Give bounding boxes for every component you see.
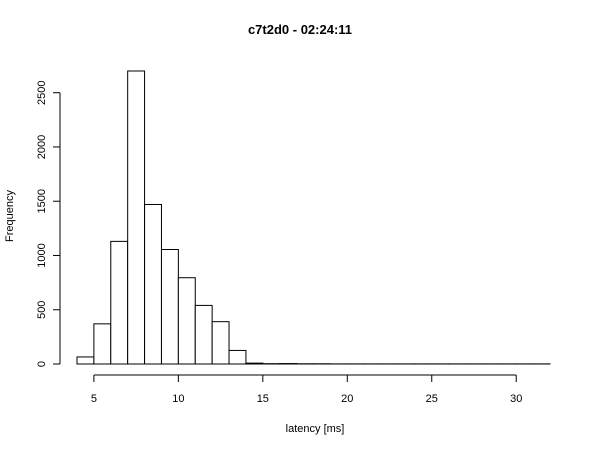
- x-tick-label: 5: [91, 393, 97, 405]
- x-tick-label: 10: [172, 393, 184, 405]
- histogram-bar: [76, 356, 95, 365]
- histogram-bar: [177, 277, 196, 365]
- x-tick-label: 25: [426, 393, 438, 405]
- x-axis-label: latency [ms]: [285, 423, 345, 435]
- histogram-bar: [194, 304, 213, 365]
- y-tick-label: 500: [36, 301, 48, 319]
- histogram-bar: [127, 70, 146, 365]
- chart-title: c7t2d0 - 02:24:11: [247, 22, 353, 37]
- histogram-bar: [144, 203, 162, 365]
- y-tick-label: 2000: [36, 135, 48, 159]
- histogram-bar: [110, 240, 129, 365]
- y-tick-label: 1500: [36, 189, 48, 213]
- histogram-bar: [228, 349, 247, 365]
- x-tick-label: 15: [257, 393, 269, 405]
- x-tick-label: 20: [341, 393, 353, 405]
- y-tick-label: 1000: [36, 243, 48, 267]
- x-tick-label: 30: [510, 393, 522, 405]
- y-tick-label: 2500: [36, 80, 48, 104]
- histogram-bar: [211, 321, 230, 365]
- y-tick-label: 0: [36, 361, 48, 367]
- histogram-bar: [160, 249, 179, 365]
- histogram-bar: [245, 362, 264, 365]
- histogram-bar: [93, 323, 112, 365]
